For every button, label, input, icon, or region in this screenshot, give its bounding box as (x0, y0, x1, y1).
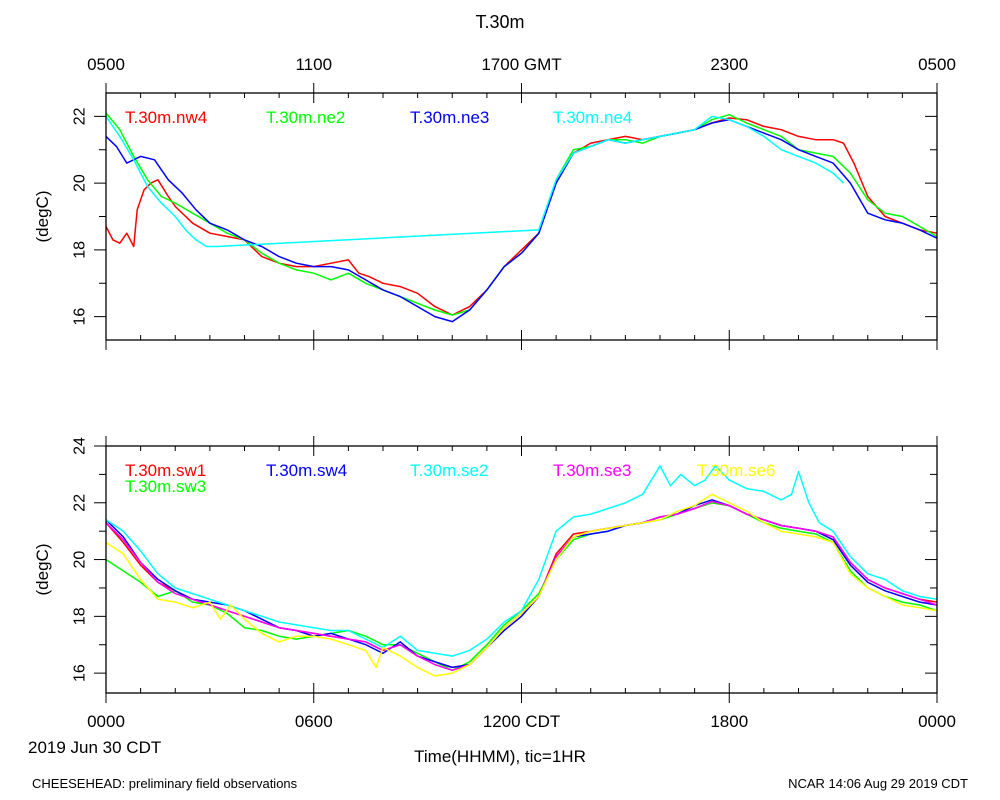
chart-title: T.30m (475, 12, 525, 32)
legend-entry: T.30m.sw1 (125, 461, 206, 480)
y-tick-label: 24 (72, 437, 89, 455)
bottom-axis-label: 1200 CDT (483, 712, 560, 731)
series-line-T-30m-nw4 (105, 117, 938, 316)
y-axis-title: (degC) (33, 544, 52, 596)
top-axis-label: 0500 (918, 55, 956, 74)
y-tick-label: 18 (72, 607, 89, 625)
bottom-axis-label: 0600 (295, 712, 333, 731)
date-label: 2019 Jun 30 CDT (28, 738, 162, 757)
series-line-T-30m-ne2 (105, 112, 938, 316)
top-axis-label: 0500 (87, 55, 125, 74)
plot-frame-bottom (105, 445, 938, 694)
footer-right: NCAR 14:06 Aug 29 2019 CDT (788, 776, 968, 791)
y-tick-label: 18 (72, 241, 89, 259)
legend-entry: T.30m.sw3 (125, 477, 206, 496)
series-line-T-30m-se3 (105, 500, 938, 672)
y-tick-label: 16 (72, 308, 89, 326)
legend-entry: T.30m.se2 (410, 461, 488, 480)
legend-entry: T.30m.ne3 (410, 108, 489, 127)
footer-left: CHEESEHEAD: preliminary field observatio… (32, 776, 298, 791)
series-line-T-30m-sw1 (105, 502, 938, 669)
legend-entry: T.30m.ne4 (553, 108, 632, 127)
y-tick-label: 22 (72, 107, 89, 125)
legend-entry: T.30m.sw4 (266, 461, 347, 480)
legend-entry: T.30m.se3 (553, 461, 631, 480)
series-line-T-30m-ne4 (105, 115, 845, 248)
bottom-axis-label: 1800 (710, 712, 748, 731)
y-tick-label: 20 (72, 174, 89, 192)
plot-frame-top (105, 92, 938, 341)
bottom-axis-label: 0000 (918, 712, 956, 731)
legend-entry: T.30m.se6 (697, 461, 775, 480)
series-line-T-30m-se2 (105, 465, 938, 657)
series-line-T-30m-se6 (105, 493, 938, 677)
top-axis-label: 1700 GMT (481, 55, 561, 74)
y-tick-label: 16 (72, 664, 89, 682)
y-tick-label: 22 (72, 494, 89, 512)
legend-entry: T.30m.nw4 (125, 108, 207, 127)
y-axis-title: (degC) (33, 191, 52, 243)
bottom-axis-label: 0000 (87, 712, 125, 731)
x-axis-title: Time(HHMM), tic=1HR (414, 747, 586, 766)
top-axis-label: 1100 (295, 55, 332, 74)
legend-entry: T.30m.ne2 (266, 108, 345, 127)
series-line-T-30m-sw4 (105, 499, 938, 669)
top-axis-label: 2300 (710, 55, 748, 74)
series-line-T-30m-sw3 (105, 502, 938, 672)
series-line-T-30m-ne3 (105, 118, 938, 323)
y-tick-label: 20 (72, 551, 89, 569)
